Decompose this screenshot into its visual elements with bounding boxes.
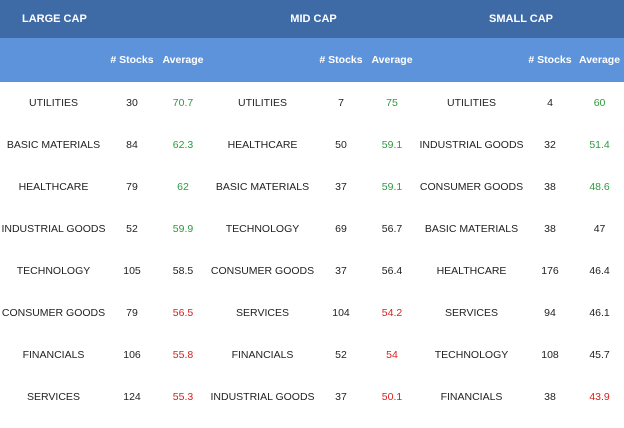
- mid-cap-stocks-cell: 37: [335, 181, 347, 193]
- mid-cap-sector-cell: CONSUMER GOODS: [210, 265, 315, 277]
- large-cap-average-cell: 62: [177, 181, 189, 193]
- large-cap-sector-cell: HEALTHCARE: [18, 181, 89, 193]
- small-cap-average-cell: 51.4: [589, 139, 610, 151]
- mid-cap-sector-cell: HEALTHCARE: [227, 139, 298, 151]
- small-cap-sector-cell: BASIC MATERIALS: [424, 223, 519, 235]
- large-cap-sector-cell: CONSUMER GOODS: [1, 307, 106, 319]
- small-cap-sector-cell: HEALTHCARE: [436, 265, 507, 277]
- large-cap-stocks-cell: 105: [123, 265, 141, 277]
- mid-cap-average-cell: 59.1: [381, 181, 403, 193]
- small-cap-average-cell: 46.4: [589, 265, 610, 277]
- mid-cap-heading: MID CAP: [209, 0, 419, 38]
- mid-stocks-column-header[interactable]: # Stocks: [316, 38, 367, 82]
- mid-cap-average-cell: 54: [386, 349, 398, 361]
- large-cap-sector-cell: FINANCIALS: [22, 349, 85, 361]
- mid-cap-sector-cell: INDUSTRIAL GOODS: [210, 391, 315, 403]
- table-body: UTILITIES 30 70.7 UTILITIES 7 75 UTILITIES 4 60 B…: [0, 82, 624, 418]
- large-sector-column-header: [0, 38, 107, 82]
- mid-cap-sector-cell: TECHNOLOGY: [225, 223, 300, 235]
- large-cap-average-cell: 56.5: [172, 307, 194, 319]
- small-cap-average-cell: 48.6: [589, 181, 610, 193]
- mid-cap-sector-cell: FINANCIALS: [231, 349, 294, 361]
- small-cap-stocks-cell: 38: [544, 181, 556, 193]
- table-row: BASIC MATERIALS 84 62.3 HEALTHCARE 50 59.1 IND…: [0, 124, 624, 166]
- large-cap-heading: LARGE CAP: [0, 0, 210, 38]
- small-cap-heading: SMALL CAP: [418, 0, 624, 38]
- table-row: SERVICES 124 55.3 INDUSTRIAL GOODS 37 50.1 FIN…: [0, 376, 624, 418]
- small-cap-stocks-cell: 38: [544, 223, 556, 235]
- mid-cap-stocks-cell: 104: [332, 307, 350, 319]
- mid-cap-stocks-cell: 7: [338, 97, 344, 109]
- large-cap-sector-cell: TECHNOLOGY: [16, 265, 91, 277]
- mid-cap-sector-cell: UTILITIES: [238, 97, 288, 109]
- large-cap-average-cell: 58.5: [172, 265, 194, 277]
- small-cap-sector-cell: INDUSTRIAL GOODS: [419, 139, 524, 151]
- small-cap-stocks-cell: 4: [547, 97, 553, 109]
- small-stocks-column-header[interactable]: # Stocks: [525, 38, 576, 82]
- small-cap-stocks-cell: 32: [544, 139, 556, 151]
- small-cap-sector-cell: UTILITIES: [447, 97, 497, 109]
- large-cap-average-cell: 62.3: [172, 139, 194, 151]
- large-cap-stocks-cell: 79: [126, 181, 138, 193]
- small-sector-column-header: [418, 38, 526, 82]
- sector-rankings-table: LARGE CAP MID CAP SMALL CAP # Stocks Ave…: [0, 0, 624, 418]
- mid-cap-stocks-cell: 50: [335, 139, 347, 151]
- small-cap-stocks-cell: 94: [544, 307, 556, 319]
- large-cap-stocks-cell: 84: [126, 139, 138, 151]
- table-row: TECHNOLOGY 105 58.5 CONSUMER GOODS 37 56.4 HEA…: [0, 250, 624, 292]
- table-row: CONSUMER GOODS 79 56.5 SERVICES 104 54.2 SERVI…: [0, 292, 624, 334]
- small-cap-stocks-cell: 176: [541, 265, 559, 277]
- table-row: HEALTHCARE 79 62 BASIC MATERIALS 37 59.1 CONSU…: [0, 166, 624, 208]
- mid-cap-sector-cell: SERVICES: [236, 307, 289, 319]
- mid-cap-stocks-cell: 37: [335, 265, 347, 277]
- table-header: LARGE CAP MID CAP SMALL CAP # Stocks Ave…: [0, 0, 624, 82]
- small-cap-average-cell: 47: [593, 223, 606, 235]
- mid-cap-stocks-cell: 69: [335, 223, 347, 235]
- mid-cap-average-cell: 54.2: [381, 307, 403, 319]
- large-cap-sector-cell: UTILITIES: [28, 97, 78, 109]
- mid-cap-average-cell: 56.7: [381, 223, 403, 235]
- large-average-column-header[interactable]: Average: [157, 38, 210, 82]
- small-cap-average-cell: 46.1: [589, 307, 610, 319]
- small-cap-sector-cell: FINANCIALS: [440, 391, 503, 403]
- cap-group-header-row: LARGE CAP MID CAP SMALL CAP: [0, 0, 624, 38]
- table-row: FINANCIALS 106 55.8 FINANCIALS 52 54 TECHNOLOG…: [0, 334, 624, 376]
- large-cap-average-cell: 70.7: [172, 97, 194, 109]
- mid-cap-sector-cell: BASIC MATERIALS: [215, 181, 310, 193]
- large-cap-average-cell: 59.9: [172, 223, 194, 235]
- small-cap-average-cell: 45.7: [589, 349, 610, 361]
- large-cap-sector-cell: INDUSTRIAL GOODS: [1, 223, 106, 235]
- column-header-row: # Stocks Average # Stocks Average # Stoc…: [0, 38, 624, 82]
- small-cap-average-cell: 43.9: [589, 391, 610, 403]
- large-cap-stocks-cell: 106: [123, 349, 141, 361]
- large-cap-average-cell: 55.3: [172, 391, 194, 403]
- small-cap-average-cell: 60: [593, 97, 606, 109]
- large-cap-stocks-cell: 79: [126, 307, 138, 319]
- large-cap-stocks-cell: 30: [126, 97, 138, 109]
- small-cap-stocks-cell: 108: [541, 349, 559, 361]
- mid-cap-average-cell: 75: [386, 97, 398, 109]
- large-cap-sector-cell: SERVICES: [27, 391, 80, 403]
- mid-sector-column-header: [209, 38, 317, 82]
- large-cap-stocks-cell: 52: [126, 223, 138, 235]
- mid-cap-average-cell: 50.1: [381, 391, 403, 403]
- large-cap-average-cell: 55.8: [172, 349, 194, 361]
- large-stocks-column-header[interactable]: # Stocks: [107, 38, 157, 82]
- mid-cap-stocks-cell: 37: [335, 391, 347, 403]
- large-cap-sector-cell: BASIC MATERIALS: [6, 139, 101, 151]
- table-row: INDUSTRIAL GOODS 52 59.9 TECHNOLOGY 69 56.7 BA…: [0, 208, 624, 250]
- large-cap-stocks-cell: 124: [123, 391, 141, 403]
- small-cap-sector-cell: SERVICES: [445, 307, 498, 319]
- small-cap-sector-cell: TECHNOLOGY: [434, 349, 509, 361]
- mid-cap-average-cell: 59.1: [381, 139, 403, 151]
- mid-cap-average-cell: 56.4: [381, 265, 403, 277]
- small-average-column-header[interactable]: Average: [575, 38, 624, 82]
- table-row: UTILITIES 30 70.7 UTILITIES 7 75 UTILITIES 4 60: [0, 82, 624, 124]
- small-cap-sector-cell: CONSUMER GOODS: [419, 181, 524, 193]
- mid-average-column-header[interactable]: Average: [366, 38, 419, 82]
- small-cap-stocks-cell: 38: [544, 391, 556, 403]
- mid-cap-stocks-cell: 52: [335, 349, 347, 361]
